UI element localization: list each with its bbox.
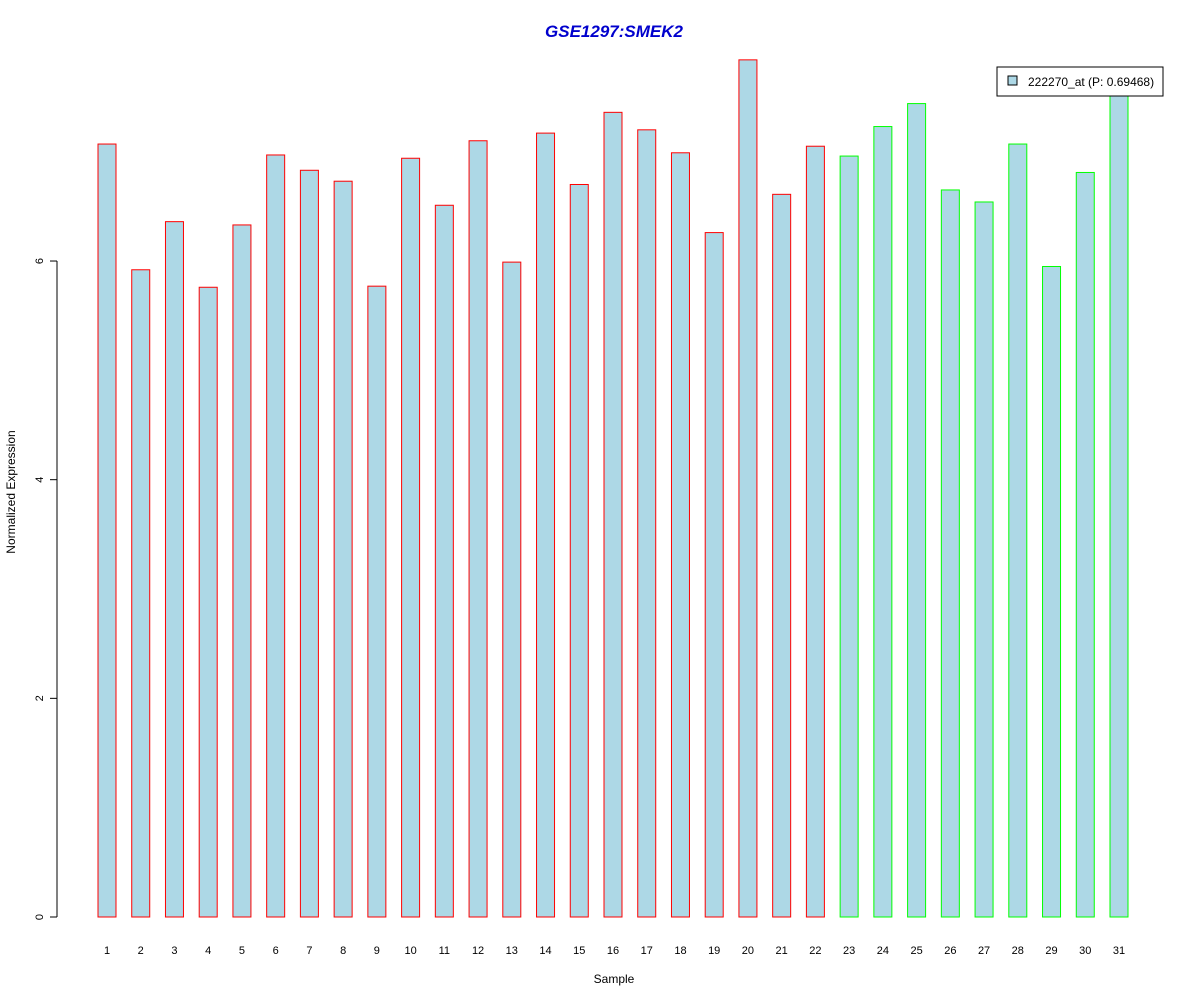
- x-tick-label: 23: [843, 945, 855, 957]
- x-tick-label: 29: [1045, 945, 1057, 957]
- bar-sample-25: [907, 103, 927, 918]
- bar-sample-21: [772, 193, 792, 918]
- chart-title: GSE1297:SMEK2: [545, 22, 683, 41]
- bar-sample-3: [164, 221, 184, 918]
- x-tick-label: 13: [506, 945, 518, 957]
- bar-sample-26: [940, 189, 960, 918]
- x-axis-tick-labels: 1 2 3 4 5 6 7 8 9 10 11 12 13 14 15 16 17 18 19 20 21 22 23 24 2…: [104, 945, 1125, 957]
- bars: [97, 59, 1129, 918]
- x-tick-label: 9: [374, 945, 380, 957]
- bar-sample-15: [569, 183, 589, 918]
- x-tick-label: 31: [1113, 945, 1125, 957]
- legend-swatch: [1007, 75, 1018, 86]
- x-tick-label: 27: [978, 945, 990, 957]
- x-tick-label: 8: [340, 945, 346, 957]
- bar-sample-27: [974, 201, 994, 918]
- x-tick-label: 2: [138, 945, 144, 957]
- x-tick-label: 24: [877, 945, 889, 957]
- x-tick-label: 14: [539, 945, 551, 957]
- bar-sample-13: [502, 261, 522, 918]
- bar-sample-6: [266, 154, 286, 918]
- bar-sample-31: [1109, 91, 1129, 918]
- x-tick-label: 26: [944, 945, 956, 957]
- bar-sample-20: [738, 59, 758, 918]
- x-tick-label: 5: [239, 945, 245, 957]
- bar-sample-29: [1042, 265, 1062, 918]
- x-tick-label: 16: [607, 945, 619, 957]
- x-tick-label: 30: [1079, 945, 1091, 957]
- x-tick-label: 4: [205, 945, 211, 957]
- bar-sample-24: [873, 126, 893, 918]
- x-tick-label: 12: [472, 945, 484, 957]
- legend-label: 222270_at (P: 0.69468): [1028, 75, 1154, 89]
- bar-sample-22: [805, 145, 825, 918]
- x-tick-label: 20: [742, 945, 754, 957]
- x-tick-label: 10: [404, 945, 416, 957]
- bar-sample-16: [603, 111, 623, 918]
- bar-sample-9: [367, 285, 387, 918]
- x-tick-label: 15: [573, 945, 585, 957]
- y-tick-label: 2: [34, 695, 46, 701]
- y-axis-ticks: 0 2 4 6: [34, 258, 57, 920]
- bar-sample-7: [299, 169, 319, 918]
- y-tick-label: 6: [34, 258, 46, 264]
- y-axis-title: Normalized Expression: [4, 430, 18, 553]
- bar-sample-12: [468, 140, 488, 918]
- x-tick-label: 17: [641, 945, 653, 957]
- bar-sample-18: [670, 152, 690, 918]
- bar-sample-4: [198, 286, 218, 918]
- x-tick-label: 11: [439, 945, 450, 957]
- x-tick-label: 6: [273, 945, 279, 957]
- bar-sample-5: [232, 224, 252, 918]
- y-tick-label: 4: [34, 477, 46, 483]
- x-tick-label: 25: [910, 945, 922, 957]
- bar-sample-10: [401, 157, 421, 918]
- bar-sample-28: [1008, 143, 1028, 918]
- bar-sample-23: [839, 155, 859, 918]
- x-tick-label: 18: [674, 945, 686, 957]
- x-tick-label: 7: [306, 945, 312, 957]
- bar-sample-19: [704, 232, 724, 918]
- bar-sample-17: [637, 129, 657, 918]
- x-tick-label: 21: [776, 945, 788, 957]
- bar-sample-14: [536, 132, 556, 918]
- legend: 222270_at (P: 0.69468): [996, 66, 1164, 97]
- x-tick-label: 3: [171, 945, 177, 957]
- y-tick-label: 0: [34, 914, 46, 920]
- x-tick-label: 19: [708, 945, 720, 957]
- bar-sample-30: [1075, 171, 1095, 918]
- bar-sample-2: [131, 269, 151, 918]
- x-tick-label: 28: [1012, 945, 1024, 957]
- bar-sample-8: [333, 180, 353, 918]
- x-axis-title: Sample: [594, 972, 635, 986]
- x-tick-label: 22: [809, 945, 821, 957]
- x-tick-label: 1: [104, 945, 110, 957]
- bar-sample-1: [97, 143, 117, 918]
- bar-sample-11: [434, 204, 454, 918]
- legend-box: [996, 66, 1164, 97]
